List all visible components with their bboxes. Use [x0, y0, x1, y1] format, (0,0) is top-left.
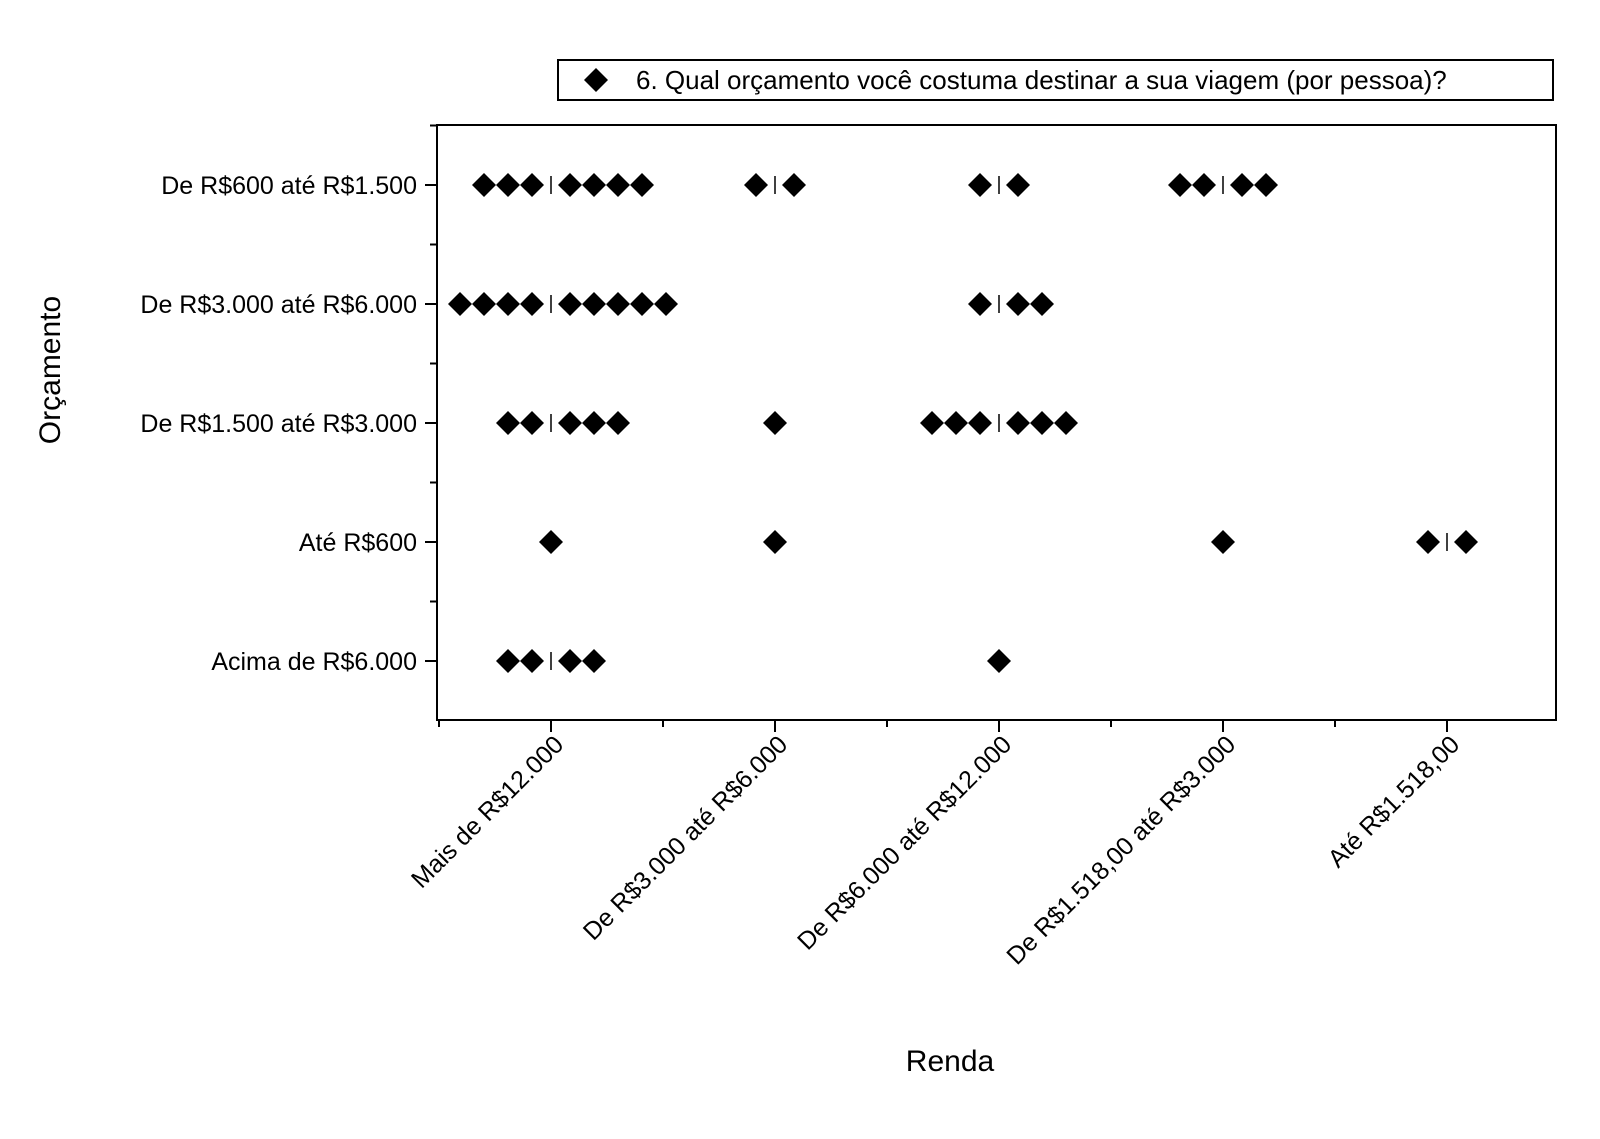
data-point: [1416, 530, 1440, 554]
legend-marker-diamond-icon: [584, 68, 608, 92]
data-point: [606, 411, 630, 435]
y-tick-label: Acima de R$6.000: [211, 648, 417, 676]
x-tick-label: De R$3.000 até R$6.000: [578, 730, 793, 945]
data-point: [1230, 173, 1254, 197]
data-point: [558, 292, 582, 316]
data-point: [630, 173, 654, 197]
y-tick-label: De R$600 até R$1.500: [161, 172, 417, 200]
data-point: [1006, 411, 1030, 435]
data-point: [520, 649, 544, 673]
y-tick-label: Até R$600: [299, 529, 417, 557]
y-axis-tick-labels: Acima de R$6.000 Até R$600 De R$1.500 até …: [140, 172, 417, 676]
y-axis-ticks: [425, 124, 437, 662]
data-point: [1006, 173, 1030, 197]
data-point: [1006, 292, 1030, 316]
data-point: [520, 173, 544, 197]
data-point: [496, 411, 520, 435]
data-point: [1030, 292, 1054, 316]
x-tick-label: De R$6.000 até R$12.000: [792, 730, 1017, 955]
data-point: [968, 173, 992, 197]
data-point: [1168, 173, 1192, 197]
x-axis-tick-labels: Mais de R$12.000 De R$3.000 até R$6.000De…: [406, 730, 1465, 970]
data-point: [944, 411, 968, 435]
data-point: [763, 530, 787, 554]
data-point: [1254, 173, 1278, 197]
x-tick-label: Mais de R$12.000: [406, 730, 569, 893]
data-point: [968, 292, 992, 316]
data-point: [654, 292, 678, 316]
data-point: [606, 173, 630, 197]
data-point: [1054, 411, 1078, 435]
y-axis-title: Orçamento: [34, 296, 67, 444]
data-point: [520, 292, 544, 316]
data-point: [968, 411, 992, 435]
data-point: [582, 173, 606, 197]
y-tick-label: De R$1.500 até R$3.000: [140, 410, 417, 438]
data-point: [558, 173, 582, 197]
legend-entry: 6. Qual orçamento você costuma destinar …: [636, 65, 1447, 95]
data-point: [1211, 530, 1235, 554]
y-tick-label: De R$3.000 até R$6.000: [140, 291, 417, 319]
data-point: [582, 649, 606, 673]
x-tick-label: De R$1.518,00 até R$3.000: [1001, 730, 1241, 970]
data-point: [782, 173, 806, 197]
data-point: [920, 411, 944, 435]
data-point: [1030, 411, 1054, 435]
data-point: [520, 411, 544, 435]
data-point: [1192, 173, 1216, 197]
data-point: [496, 173, 520, 197]
data-point: [539, 530, 563, 554]
data-point: [1454, 530, 1478, 554]
data-point: [630, 292, 654, 316]
data-point: [582, 292, 606, 316]
data-point: [448, 292, 472, 316]
x-axis-ticks: [438, 720, 1448, 732]
data-point: [558, 649, 582, 673]
data-point: [558, 411, 582, 435]
legend: 6. Qual orçamento você costuma destinar …: [557, 59, 1554, 101]
data-point: [472, 173, 496, 197]
data-point: [582, 411, 606, 435]
data-point: [763, 411, 787, 435]
data-point: [472, 292, 496, 316]
legend-box: [557, 59, 1554, 101]
data-points: [448, 173, 1478, 673]
data-point: [606, 292, 630, 316]
x-axis-title: Renda: [906, 1045, 995, 1078]
data-point: [987, 649, 1011, 673]
data-point: [496, 649, 520, 673]
x-tick-label: Até R$1.518,00: [1323, 730, 1466, 873]
data-point: [496, 292, 520, 316]
data-point: [744, 173, 768, 197]
